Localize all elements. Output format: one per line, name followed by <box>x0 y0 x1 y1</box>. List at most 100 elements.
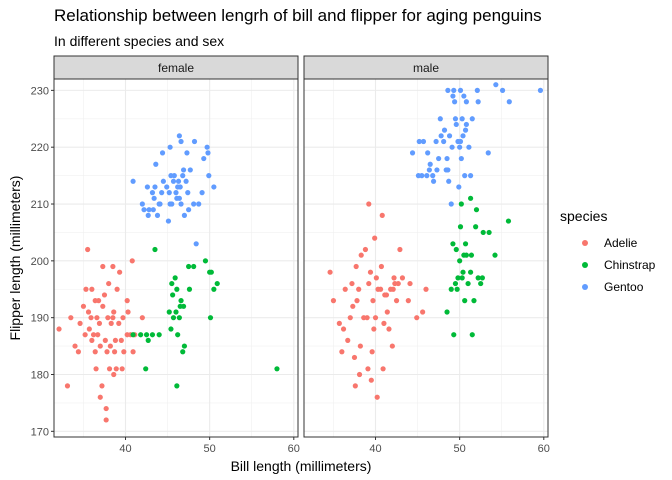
point-chinstrap <box>465 280 471 287</box>
point-chinstrap <box>172 275 178 281</box>
point-adelie <box>56 326 62 332</box>
point-adelie <box>72 343 78 349</box>
point-adelie <box>100 263 106 270</box>
point-gentoo <box>204 144 210 150</box>
strip-label-female: female <box>158 61 194 75</box>
point-chinstrap <box>208 269 214 275</box>
point-adelie <box>351 354 358 361</box>
point-chinstrap <box>463 252 469 258</box>
point-gentoo <box>191 138 198 145</box>
point-gentoo <box>178 201 184 207</box>
point-adelie <box>107 343 113 349</box>
legend-dot-adelie <box>582 240 588 246</box>
point-gentoo <box>456 184 462 190</box>
point-gentoo <box>426 167 432 173</box>
point-chinstrap <box>454 286 460 292</box>
point-adelie <box>327 269 333 275</box>
point-gentoo <box>433 138 439 145</box>
point-gentoo <box>463 121 469 128</box>
point-gentoo <box>185 190 191 196</box>
point-gentoo <box>462 173 468 179</box>
point-chinstrap <box>207 315 214 321</box>
legend-label-adelie: Adelie <box>604 236 638 250</box>
point-adelie <box>353 263 359 270</box>
y-tick-label: 230 <box>31 85 49 97</box>
panel-bg-female <box>54 79 298 437</box>
point-gentoo <box>459 116 465 122</box>
point-adelie <box>390 286 396 292</box>
point-adelie <box>405 298 411 304</box>
point-gentoo <box>171 173 177 179</box>
point-adelie <box>389 343 395 349</box>
x-tick-label: 40 <box>119 443 131 455</box>
legend-label-gentoo: Gentoo <box>604 280 644 294</box>
point-chinstrap <box>143 366 149 372</box>
point-adelie <box>340 326 347 332</box>
point-adelie <box>68 315 74 321</box>
point-gentoo <box>187 167 193 173</box>
point-adelie <box>83 286 89 292</box>
point-adelie <box>372 315 379 321</box>
y-tick-label: 190 <box>31 313 49 325</box>
point-adelie <box>117 269 123 275</box>
x-tick-label: 50 <box>204 443 216 455</box>
point-chinstrap <box>178 298 184 304</box>
point-adelie <box>116 320 122 326</box>
point-gentoo <box>452 116 459 122</box>
legend-title: species <box>560 208 608 224</box>
point-gentoo <box>160 178 166 184</box>
point-adelie <box>95 332 101 338</box>
strip-label-male: male <box>413 61 439 75</box>
point-gentoo <box>205 150 211 156</box>
y-tick-label: 220 <box>31 142 49 154</box>
point-gentoo <box>441 138 447 145</box>
point-gentoo <box>154 212 161 218</box>
point-adelie <box>82 332 88 338</box>
point-chinstrap <box>214 280 220 287</box>
point-gentoo <box>159 150 166 156</box>
panel-bg-male <box>304 79 548 437</box>
point-adelie <box>350 303 356 309</box>
point-chinstrap <box>173 309 179 315</box>
point-gentoo <box>141 207 147 213</box>
legend-label-chinstrap: Chinstrap <box>604 258 656 272</box>
point-chinstrap <box>450 241 456 247</box>
point-chinstrap <box>444 309 450 315</box>
point-adelie <box>393 298 400 304</box>
point-gentoo <box>139 201 145 207</box>
point-chinstrap <box>168 326 174 332</box>
point-adelie <box>369 349 375 355</box>
point-chinstrap <box>186 286 193 292</box>
point-chinstrap <box>180 303 187 309</box>
point-adelie <box>125 309 131 315</box>
point-gentoo <box>420 138 427 145</box>
point-chinstrap <box>191 263 197 270</box>
facet-panel-male: male 40 50 60 <box>303 55 550 455</box>
point-chinstrap <box>180 349 186 355</box>
point-adelie <box>105 315 111 321</box>
legend-item-gentoo: Gentoo <box>560 276 655 298</box>
point-adelie <box>99 383 105 389</box>
point-chinstrap <box>475 275 481 281</box>
panel-border-female <box>53 78 299 438</box>
point-chinstrap <box>175 332 181 338</box>
point-adelie <box>80 303 87 309</box>
point-adelie <box>139 315 145 321</box>
point-adelie <box>108 320 114 326</box>
point-gentoo <box>153 161 159 167</box>
point-adelie <box>345 337 351 343</box>
point-adelie <box>362 246 369 253</box>
point-adelie <box>381 320 387 326</box>
point-gentoo <box>453 121 459 128</box>
point-gentoo <box>419 173 425 179</box>
point-adelie <box>97 343 103 349</box>
point-chinstrap <box>149 332 156 338</box>
point-gentoo <box>474 87 480 93</box>
point-adelie <box>336 320 342 326</box>
point-gentoo <box>448 201 454 207</box>
point-gentoo <box>166 190 172 196</box>
point-adelie <box>106 280 112 287</box>
point-gentoo <box>144 184 150 190</box>
point-gentoo <box>152 184 158 190</box>
chart-title: Relationship between lengrh of bill and … <box>54 6 542 25</box>
